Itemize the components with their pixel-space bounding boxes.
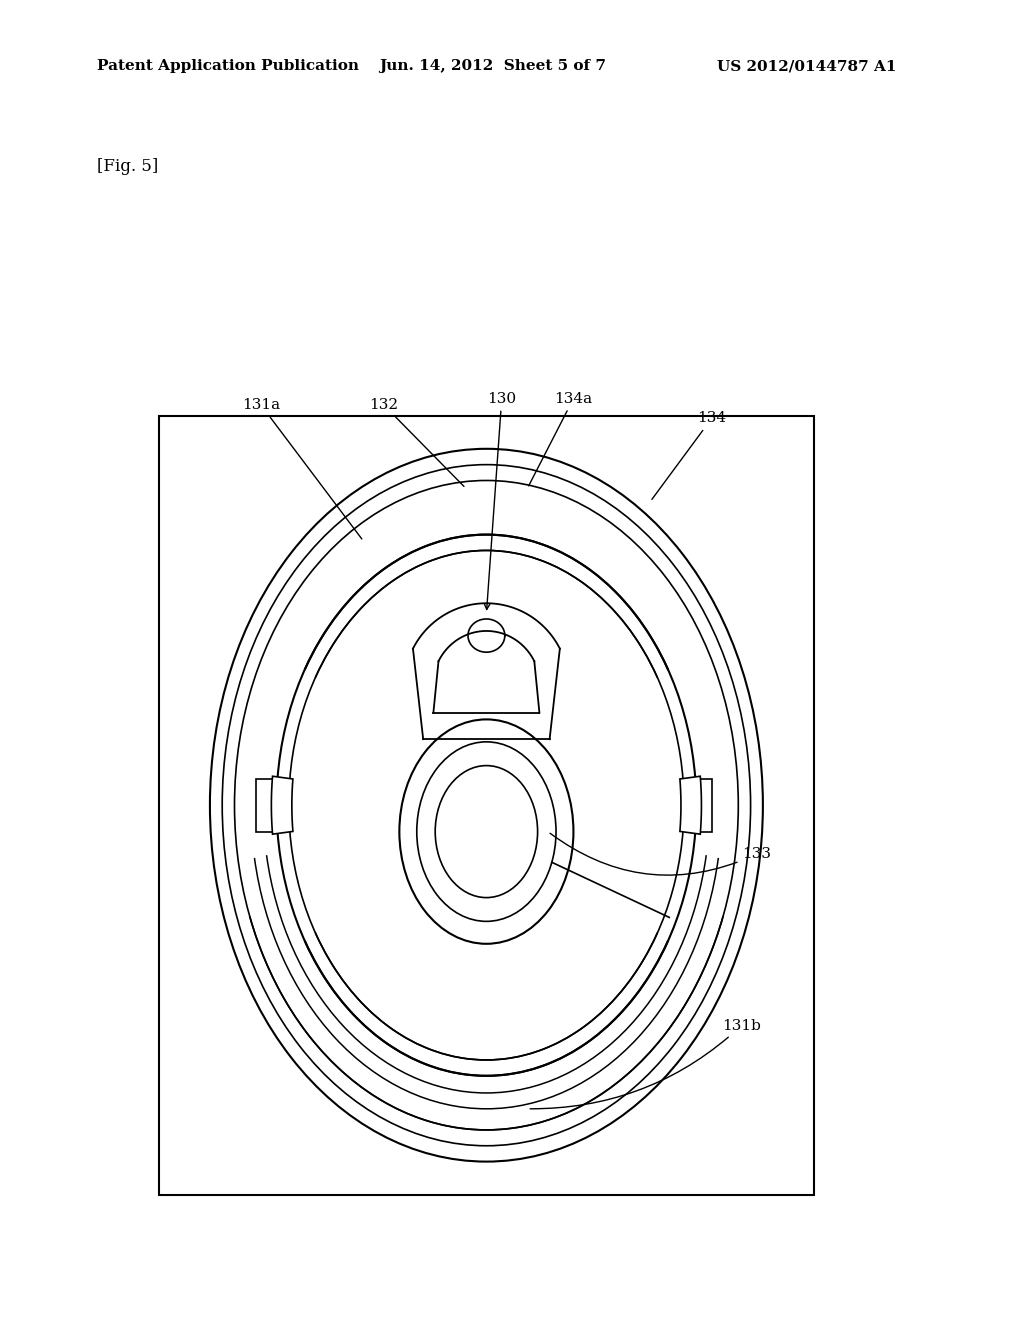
Text: 131b: 131b — [530, 1019, 761, 1109]
Text: 134: 134 — [652, 412, 726, 499]
Text: 130: 130 — [484, 392, 516, 610]
Text: [Fig. 5]: [Fig. 5] — [97, 158, 159, 176]
Text: Patent Application Publication: Patent Application Publication — [97, 59, 359, 74]
Bar — [691, 779, 712, 832]
Polygon shape — [680, 776, 701, 834]
Text: 134a: 134a — [528, 392, 593, 486]
Bar — [159, 416, 814, 1195]
Text: US 2012/0144787 A1: US 2012/0144787 A1 — [717, 59, 896, 74]
Text: 131a: 131a — [242, 399, 361, 539]
Bar — [256, 779, 276, 832]
Text: Jun. 14, 2012  Sheet 5 of 7: Jun. 14, 2012 Sheet 5 of 7 — [379, 59, 606, 74]
Text: 132: 132 — [370, 399, 464, 487]
Text: 133: 133 — [550, 833, 771, 875]
Polygon shape — [271, 776, 293, 834]
